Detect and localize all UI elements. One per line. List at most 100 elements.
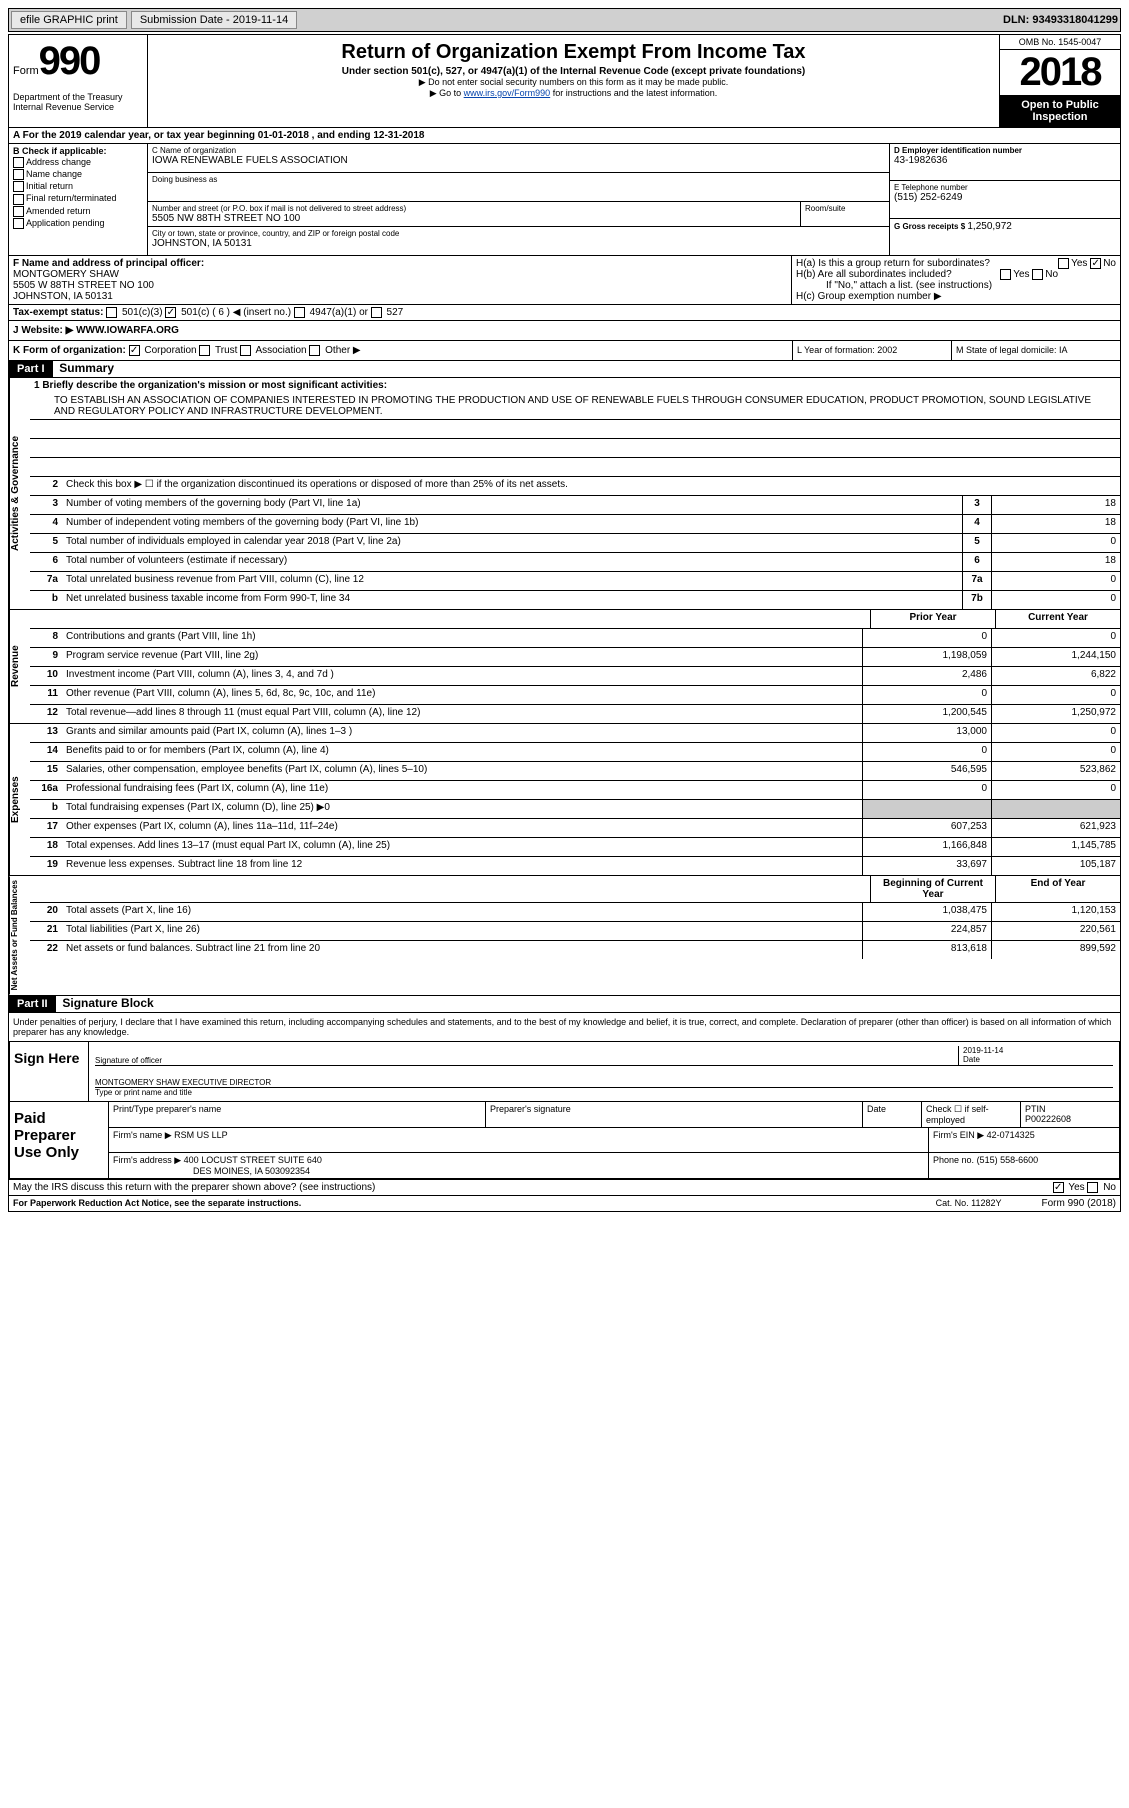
org-name-label: C Name of organization bbox=[152, 146, 885, 155]
addr-label: Number and street (or P.O. box if mail i… bbox=[152, 204, 796, 213]
line-4: 4 Number of independent voting members o… bbox=[30, 515, 1120, 534]
dept-label: Department of the Treasury Internal Reve… bbox=[13, 92, 143, 112]
current-year-header: Current Year bbox=[995, 610, 1120, 628]
check-final-return[interactable]: Final return/terminated bbox=[13, 193, 143, 204]
prep-name-header: Print/Type preparer's name bbox=[109, 1102, 486, 1127]
line-5: 5 Total number of individuals employed i… bbox=[30, 534, 1120, 553]
line-18: 18 Total expenses. Add lines 13–17 (must… bbox=[30, 838, 1120, 857]
form-ref: Form 990 (2018) bbox=[1042, 1198, 1116, 1209]
check-amended-return[interactable]: Amended return bbox=[13, 206, 143, 217]
tax-status-label: Tax-exempt status: bbox=[13, 307, 103, 318]
mission-label: 1 Briefly describe the organization's mi… bbox=[30, 378, 1120, 393]
line-22: 22 Net assets or fund balances. Subtract… bbox=[30, 941, 1120, 959]
check-application-pending[interactable]: Application pending bbox=[13, 218, 143, 229]
discuss-text: May the IRS discuss this return with the… bbox=[13, 1182, 375, 1193]
pra-notice: For Paperwork Reduction Act Notice, see … bbox=[13, 1198, 301, 1209]
prep-date-header: Date bbox=[863, 1102, 922, 1127]
dba-label: Doing business as bbox=[152, 175, 885, 184]
form-header: Form990 Department of the Treasury Inter… bbox=[9, 35, 1120, 128]
sign-here-block: Sign Here Signature of officer 2019-11-1… bbox=[9, 1041, 1120, 1102]
line-7a: 7a Total unrelated business revenue from… bbox=[30, 572, 1120, 591]
firm-addr1: 400 LOCUST STREET SUITE 640 bbox=[184, 1155, 322, 1165]
website-row: J Website: ▶ WWW.IOWARFA.ORG bbox=[9, 321, 1120, 341]
box-c: C Name of organization IOWA RENEWABLE FU… bbox=[148, 144, 889, 255]
paid-preparer-label: Paid Preparer Use Only bbox=[10, 1102, 109, 1178]
header-left: Form990 Department of the Treasury Inter… bbox=[9, 35, 148, 127]
note2-post: for instructions and the latest informat… bbox=[550, 88, 717, 98]
website-value: WWW.IOWARFA.ORG bbox=[76, 325, 179, 336]
box-b-title: B Check if applicable: bbox=[13, 146, 143, 156]
irs-link[interactable]: www.irs.gov/Form990 bbox=[464, 88, 551, 98]
firm-name-label: Firm's name ▶ bbox=[113, 1130, 172, 1140]
line-6: 6 Total number of volunteers (estimate i… bbox=[30, 553, 1120, 572]
header-center: Return of Organization Exempt From Incom… bbox=[148, 35, 999, 127]
section-bcdefg: B Check if applicable: Address change Na… bbox=[9, 144, 1120, 256]
prep-sig-header: Preparer's signature bbox=[486, 1102, 863, 1127]
sig-date-value: 2019-11-14 bbox=[963, 1046, 1113, 1055]
check-initial-return[interactable]: Initial return bbox=[13, 181, 143, 192]
prep-selfemp-header: Check ☐ if self-employed bbox=[922, 1102, 1021, 1127]
h-b: H(b) Are all subordinates included? Yes … bbox=[796, 269, 1116, 280]
officer-print-name: MONTGOMERY SHAW EXECUTIVE DIRECTOR bbox=[95, 1078, 1113, 1087]
form-title: Return of Organization Exempt From Incom… bbox=[152, 41, 995, 64]
line-16a: 16a Professional fundraising fees (Part … bbox=[30, 781, 1120, 800]
sig-officer-label: Signature of officer bbox=[95, 1046, 958, 1065]
part2-header: Part II Signature Block bbox=[9, 995, 1120, 1013]
mission-text: TO ESTABLISH AN ASSOCIATION OF COMPANIES… bbox=[30, 393, 1120, 420]
firm-addr-label: Firm's address ▶ bbox=[113, 1155, 181, 1165]
line-10: 10 Investment income (Part VIII, column … bbox=[30, 667, 1120, 686]
tax-exempt-status: Tax-exempt status: 501(c)(3) 501(c) ( 6 … bbox=[9, 305, 1120, 321]
footer: For Paperwork Reduction Act Notice, see … bbox=[9, 1195, 1120, 1211]
form-subtitle: Under section 501(c), 527, or 4947(a)(1)… bbox=[152, 66, 995, 77]
efile-print-button[interactable]: efile GRAPHIC print bbox=[11, 11, 127, 29]
klm-row: K Form of organization: Corporation Trus… bbox=[9, 341, 1120, 361]
vtab-expenses: Expenses bbox=[9, 724, 30, 875]
note2-pre: ▶ Go to bbox=[430, 88, 464, 98]
box-f: F Name and address of principal officer:… bbox=[9, 256, 792, 304]
line-9: 9 Program service revenue (Part VIII, li… bbox=[30, 648, 1120, 667]
officer-addr2: JOHNSTON, IA 50131 bbox=[13, 291, 787, 302]
box-k: K Form of organization: Corporation Trus… bbox=[9, 341, 793, 360]
revenue-section: Revenue Prior Year Current Year 8 Contri… bbox=[9, 609, 1120, 723]
tax-year: 2018 bbox=[1000, 50, 1120, 95]
open-public-badge: Open to Public Inspection bbox=[1000, 95, 1120, 127]
governance-section: Activities & Governance 1 Briefly descri… bbox=[9, 378, 1120, 609]
ssn-note: ▶ Do not enter social security numbers o… bbox=[152, 77, 995, 88]
line-b: b Total fundraising expenses (Part IX, c… bbox=[30, 800, 1120, 819]
line-11: 11 Other revenue (Part VIII, column (A),… bbox=[30, 686, 1120, 705]
check-name-change[interactable]: Name change bbox=[13, 169, 143, 180]
city-value: JOHNSTON, IA 50131 bbox=[152, 238, 885, 249]
officer-label: F Name and address of principal officer: bbox=[13, 258, 787, 269]
website-label: J Website: ▶ bbox=[13, 325, 73, 336]
col-header-row: Prior Year Current Year bbox=[30, 610, 1120, 629]
firm-phone-label: Phone no. bbox=[933, 1155, 974, 1165]
officer-addr1: 5505 W 88TH STREET NO 100 bbox=[13, 280, 787, 291]
col-header-row-net: Beginning of Current Year End of Year bbox=[30, 876, 1120, 903]
line-12: 12 Total revenue—add lines 8 through 11 … bbox=[30, 705, 1120, 723]
discuss-row: May the IRS discuss this return with the… bbox=[9, 1179, 1120, 1195]
h-c: H(c) Group exemption number ▶ bbox=[796, 291, 1116, 302]
line-17: 17 Other expenses (Part IX, column (A), … bbox=[30, 819, 1120, 838]
submission-date-button[interactable]: Submission Date - 2019-11-14 bbox=[131, 11, 297, 29]
part1-title: Summary bbox=[59, 361, 114, 375]
line-2: 2Check this box ▶ ☐ if the organization … bbox=[30, 477, 1120, 496]
vtab-governance: Activities & Governance bbox=[9, 378, 30, 609]
prior-year-header: Prior Year bbox=[870, 610, 995, 628]
form-990: Form990 Department of the Treasury Inter… bbox=[8, 34, 1121, 1212]
line-14: 14 Benefits paid to or for members (Part… bbox=[30, 743, 1120, 762]
row-a-period: A For the 2019 calendar year, or tax yea… bbox=[9, 128, 1120, 144]
sig-date-label: Date bbox=[963, 1055, 1113, 1064]
cat-no: Cat. No. 11282Y bbox=[936, 1198, 1002, 1209]
firm-phone-value: (515) 558-6600 bbox=[977, 1155, 1039, 1165]
part1-tag: Part I bbox=[9, 361, 53, 377]
line-19: 19 Revenue less expenses. Subtract line … bbox=[30, 857, 1120, 875]
ptin-label: PTIN bbox=[1025, 1104, 1115, 1114]
line-21: 21 Total liabilities (Part X, line 26) 2… bbox=[30, 922, 1120, 941]
mission-block: 1 Briefly describe the organization's mi… bbox=[30, 378, 1120, 477]
netassets-section: Net Assets or Fund Balances Beginning of… bbox=[9, 875, 1120, 994]
ein-label: D Employer identification number bbox=[894, 146, 1116, 155]
paid-preparer-block: Paid Preparer Use Only Print/Type prepar… bbox=[9, 1102, 1120, 1179]
street-address: 5505 NW 88TH STREET NO 100 bbox=[152, 213, 796, 224]
check-address-change[interactable]: Address change bbox=[13, 157, 143, 168]
officer-print-label: Type or print name and title bbox=[95, 1087, 1113, 1097]
